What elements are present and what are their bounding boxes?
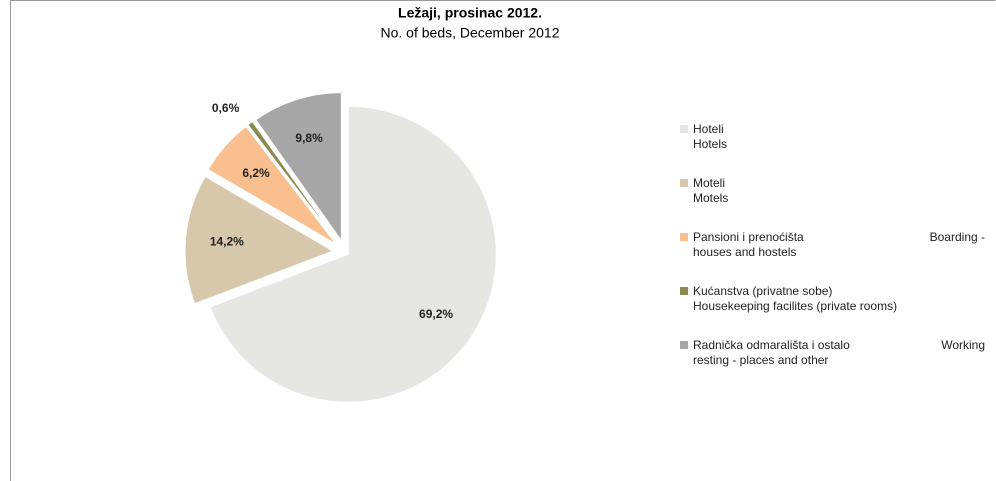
- legend-label-suffix: Working: [941, 338, 985, 352]
- chart-title: Ležaji, prosinac 2012.: [398, 5, 542, 21]
- legend-label: Pansioni i prenoćišta houses and hostels: [693, 230, 804, 259]
- data-label: 69,2%: [419, 307, 453, 321]
- frame: [10, 0, 996, 481]
- legend-entry: Radnička odmarališta i ostalo resting - …: [680, 338, 985, 392]
- pie-slice: [184, 175, 335, 305]
- data-label: 14,2%: [210, 234, 244, 248]
- pie-slice: [207, 125, 337, 245]
- legend-label: Hoteli Hotels: [693, 122, 728, 151]
- legend-swatch: [680, 125, 688, 133]
- pie-slice: [247, 120, 339, 243]
- pie-slice: [209, 105, 497, 403]
- chart-subtitle: No. of beds, December 2012: [381, 25, 560, 41]
- legend-label-suffix: Boarding -: [929, 230, 985, 244]
- data-label: 9,8%: [295, 131, 323, 145]
- legend: Hoteli Hotels Moteli Motels Pansioni i pre…: [680, 122, 985, 392]
- legend-entry: Kućanstva (privatne sobe) Housekeeping f…: [680, 284, 985, 338]
- legend-swatch: [680, 179, 688, 187]
- legend-entry: Moteli Motels: [680, 176, 985, 230]
- legend-label: Kućanstva (privatne sobe) Housekeeping f…: [693, 284, 898, 313]
- legend-entry: Hoteli Hotels: [680, 122, 985, 176]
- data-label: 0,6%: [212, 101, 240, 115]
- pie-slice: [255, 92, 342, 243]
- legend-label: Moteli Motels: [693, 176, 729, 205]
- legend-swatch: [680, 233, 688, 241]
- legend-swatch: [680, 341, 688, 349]
- data-label: 6,2%: [242, 166, 270, 180]
- legend-label: Radnička odmarališta i ostalo resting - …: [693, 338, 850, 367]
- legend-entry: Pansioni i prenoćišta houses and hostels…: [680, 230, 985, 284]
- legend-swatch: [680, 287, 688, 295]
